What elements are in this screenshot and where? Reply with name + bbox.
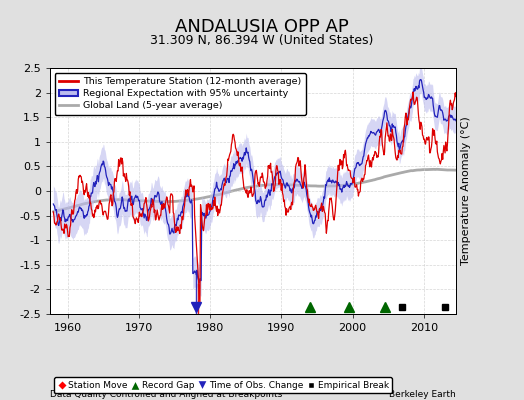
Legend: This Temperature Station (12-month average), Regional Expectation with 95% uncer: This Temperature Station (12-month avera…	[54, 73, 306, 115]
Y-axis label: Temperature Anomaly (°C): Temperature Anomaly (°C)	[462, 117, 472, 265]
Text: Berkeley Earth: Berkeley Earth	[389, 390, 456, 399]
Legend: Station Move, Record Gap, Time of Obs. Change, Empirical Break: Station Move, Record Gap, Time of Obs. C…	[54, 377, 392, 394]
Text: Data Quality Controlled and Aligned at Breakpoints: Data Quality Controlled and Aligned at B…	[50, 390, 282, 399]
Text: 31.309 N, 86.394 W (United States): 31.309 N, 86.394 W (United States)	[150, 34, 374, 47]
Text: ANDALUSIA OPP AP: ANDALUSIA OPP AP	[175, 18, 349, 36]
